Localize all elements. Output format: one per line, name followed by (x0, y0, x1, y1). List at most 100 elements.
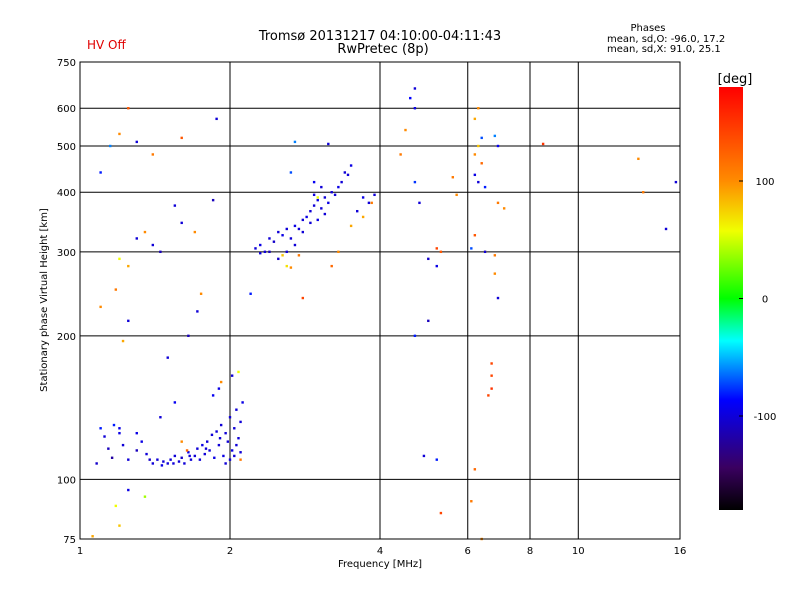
data-point (189, 458, 193, 461)
data-point (121, 339, 125, 343)
data-point (199, 292, 203, 295)
data-point (159, 416, 162, 419)
data-point (151, 243, 155, 247)
colorbar-tick-label: 0 (762, 295, 768, 306)
data-point (470, 500, 473, 503)
y-tick-label: 75 (63, 535, 76, 546)
data-point (196, 447, 199, 450)
colorbar-tick-label: 100 (755, 177, 774, 188)
data-point (490, 374, 493, 377)
data-point (451, 176, 455, 179)
data-point (343, 171, 347, 174)
data-point (114, 504, 118, 508)
data-point (193, 454, 197, 458)
phases-stat-x: mean, sd,X: 91.0, 25.1 (607, 44, 721, 55)
data-point (455, 193, 458, 197)
data-point (418, 201, 421, 205)
data-point (215, 117, 218, 121)
data-point (127, 107, 130, 110)
data-point (413, 87, 417, 90)
grid-lines (80, 62, 680, 539)
data-point (316, 218, 319, 222)
data-point (107, 447, 110, 450)
colorbar-ticks: 100 0 -100 (739, 177, 776, 423)
data-point (118, 431, 121, 435)
data-point (233, 454, 236, 458)
data-point (642, 191, 645, 194)
data-point (135, 140, 138, 144)
data-point (188, 454, 191, 458)
data-point (435, 264, 438, 268)
data-point (285, 227, 288, 231)
data-point (112, 423, 116, 427)
data-point (346, 173, 350, 177)
data-point (217, 443, 221, 447)
data-point (249, 292, 252, 295)
y-tick-label: 400 (57, 188, 76, 199)
data-point (277, 257, 280, 261)
x-tick-label: 1 (77, 546, 83, 557)
plot-subtitle: RwPretec (8p) (337, 42, 428, 57)
data-point (301, 230, 305, 234)
data-point (166, 462, 169, 465)
data-point (349, 164, 353, 167)
data-point (473, 117, 477, 121)
data-point (399, 153, 402, 156)
data-point (477, 107, 480, 110)
data-point (473, 173, 477, 177)
data-point (281, 234, 284, 237)
data-point (224, 431, 227, 435)
data-point (305, 215, 308, 219)
data-point (312, 180, 316, 184)
data-point (422, 454, 426, 458)
data-point (293, 224, 297, 228)
data-point (674, 180, 678, 184)
data-point (664, 227, 668, 231)
data-point (355, 209, 359, 213)
data-point (323, 196, 327, 199)
data-point (143, 495, 147, 498)
data-point (259, 252, 262, 255)
data-point (204, 447, 208, 450)
data-point (263, 250, 267, 254)
data-point (239, 420, 242, 424)
data-point (327, 201, 330, 205)
data-point (180, 221, 183, 225)
data-point (483, 185, 487, 189)
data-point (493, 254, 497, 257)
data-point (118, 132, 121, 136)
data-point (337, 185, 340, 189)
data-point (320, 207, 323, 210)
data-point (349, 224, 353, 228)
data-point (226, 440, 230, 443)
data-point (239, 458, 242, 461)
data-point (268, 250, 271, 254)
data-point (213, 456, 216, 459)
data-point (490, 387, 493, 390)
data-point (333, 193, 337, 197)
data-point (496, 296, 500, 300)
data-point (323, 212, 327, 216)
x-tick-label: 2 (227, 546, 233, 557)
data-point (285, 264, 288, 268)
data-point (233, 427, 236, 430)
colorbar-label: [deg] (718, 72, 753, 87)
y-tick-label: 750 (57, 58, 76, 69)
data-point (172, 462, 175, 465)
data-point (228, 458, 232, 461)
data-point (272, 240, 276, 243)
data-point (312, 204, 316, 207)
data-point (361, 196, 365, 199)
data-point (180, 440, 183, 443)
data-point (166, 356, 169, 359)
data-point (91, 535, 94, 538)
data-point (427, 257, 430, 261)
data-point (235, 443, 238, 447)
data-point (435, 247, 438, 250)
data-point (151, 462, 155, 465)
data-point (435, 458, 438, 461)
data-point (110, 456, 114, 459)
data-point (477, 144, 480, 148)
data-point (316, 198, 319, 202)
